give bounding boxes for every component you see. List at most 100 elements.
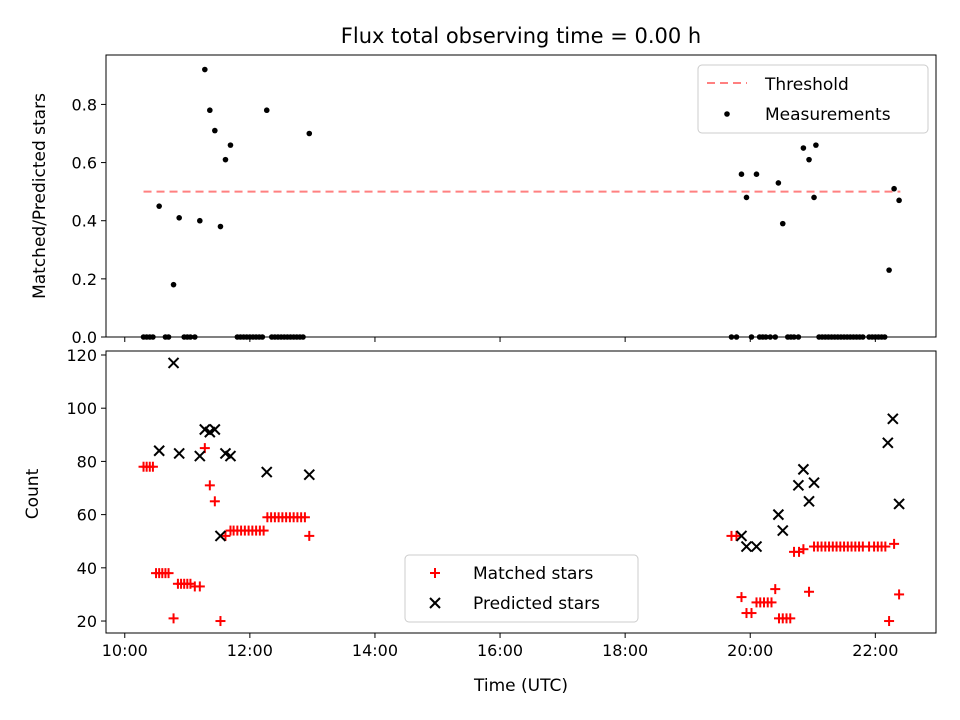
top-y-tick-label: 0.0 [72, 328, 97, 347]
measurement-point [886, 267, 892, 273]
measurement-point [775, 180, 782, 186]
top-y-tick-label: 0.4 [72, 212, 97, 231]
legend-matched-label: Matched stars [473, 564, 593, 584]
legend-matched-swatch [430, 568, 440, 578]
matched-star-point [215, 616, 226, 627]
measurement-point [753, 171, 760, 177]
predicted-star-point [887, 413, 899, 425]
measurement-point [227, 142, 234, 148]
matched-star-point [736, 592, 747, 603]
measurement-point [800, 145, 807, 151]
measurement-point [743, 194, 750, 201]
measurement-point [896, 197, 902, 204]
matched-star-point [798, 544, 809, 555]
predicted-star-point [750, 540, 763, 553]
x-tick-label: 18:00 [602, 641, 648, 660]
top-y-tick-label: 0.8 [72, 95, 97, 114]
predicted-star-point [772, 508, 785, 521]
legend-predicted-label: Predicted stars [473, 594, 600, 614]
measurement-point [217, 223, 224, 230]
measurement-point [263, 107, 270, 114]
matched-star-point [746, 608, 757, 619]
matched-star-point [258, 525, 269, 536]
predicted-star-point [803, 495, 815, 508]
measurement-point [197, 217, 203, 224]
predicted-star-point [214, 530, 227, 542]
matched-star-point [209, 496, 220, 507]
matched-star-point [168, 613, 179, 624]
predicted-star-point [792, 479, 805, 492]
predicted-star-point [797, 463, 810, 476]
matched-star-point [880, 541, 891, 552]
bottom-y-tick-label: 80 [77, 452, 97, 471]
measurement-point [806, 156, 812, 163]
top-y-tick-label: 0.6 [72, 154, 97, 173]
bottom-y-tick-label: 20 [77, 612, 97, 631]
predicted-star-point [893, 498, 905, 510]
measurement-point [170, 281, 177, 288]
measurement-point [156, 203, 162, 209]
x-tick-label: 10:00 [102, 641, 148, 660]
predicted-star-point [173, 447, 185, 460]
bottom-legend-box [404, 554, 639, 623]
measurement-point [779, 220, 786, 227]
top-axes-frame [105, 54, 937, 338]
chart-title: Flux total observing time = 0.00 h [341, 24, 701, 48]
x-axis-label: Time (UTC) [473, 676, 568, 696]
series-plus-0 [138, 443, 905, 627]
matched-star-point [220, 530, 231, 541]
x-tick-label: 22:00 [852, 641, 898, 660]
bottom-y-axis-label: Count [23, 468, 43, 519]
matched-star-point [770, 584, 781, 595]
measurement-point [222, 156, 229, 163]
matched-star-point [785, 613, 796, 624]
bottom-y-tick-label: 40 [77, 559, 97, 578]
matched-star-point [299, 512, 310, 523]
series-x-1 [153, 357, 905, 553]
measurement-point [306, 130, 313, 137]
bottom-legend: Matched stars Predicted stars [404, 554, 639, 623]
bottom-y-tick-label: 120 [66, 346, 97, 365]
measurement-point [738, 171, 745, 177]
bottom-y-tick-label: 60 [77, 506, 97, 525]
matched-star-point [894, 589, 905, 600]
measurement-point [811, 194, 817, 201]
matched-star-point [194, 581, 205, 592]
legend-predicted-swatch [429, 597, 441, 609]
bottom-y-tick-label: 100 [66, 399, 97, 418]
top-panel: 0.0 0.2 0.4 0.6 0.8 [72, 54, 937, 347]
top-y-tick-label: 0.2 [72, 270, 97, 289]
matched-star-point [766, 597, 777, 608]
matched-star-point [304, 530, 315, 541]
measurement-point [202, 66, 208, 73]
measurement-point [176, 215, 182, 221]
measurement-point [212, 127, 218, 134]
x-tick-label: 14:00 [352, 641, 398, 660]
predicted-star-point [740, 540, 753, 553]
x-tick-label: 16:00 [477, 641, 523, 660]
top-legend-box [697, 64, 929, 134]
predicted-star-point [882, 437, 894, 449]
predicted-star-point [209, 423, 221, 436]
predicted-star-point [303, 469, 315, 481]
top-legend: Threshold Measurements [697, 64, 929, 134]
predicted-star-point [194, 450, 206, 462]
matched-star-point [731, 530, 742, 541]
bottom-panel: 10:00 12:00 14:00 16:00 18:00 20:00 22:00 20 40 6… [66, 346, 937, 660]
bottom-axes-frame [105, 350, 937, 634]
matched-star-point [163, 568, 174, 579]
predicted-star-point [167, 357, 180, 369]
predicted-star-point [153, 445, 165, 457]
matched-star-point [884, 616, 895, 627]
predicted-star-point [777, 524, 789, 537]
x-tick-label: 12:00 [227, 641, 273, 660]
measurement-point [813, 142, 819, 148]
legend-measurements-label: Measurements [765, 105, 891, 125]
legend-threshold-label: Threshold [764, 75, 849, 95]
matched-star-point [147, 461, 158, 472]
matched-star-point [889, 538, 900, 549]
measurement-point [891, 185, 897, 192]
predicted-star-point [735, 530, 748, 542]
x-tick-label: 20:00 [727, 641, 773, 660]
